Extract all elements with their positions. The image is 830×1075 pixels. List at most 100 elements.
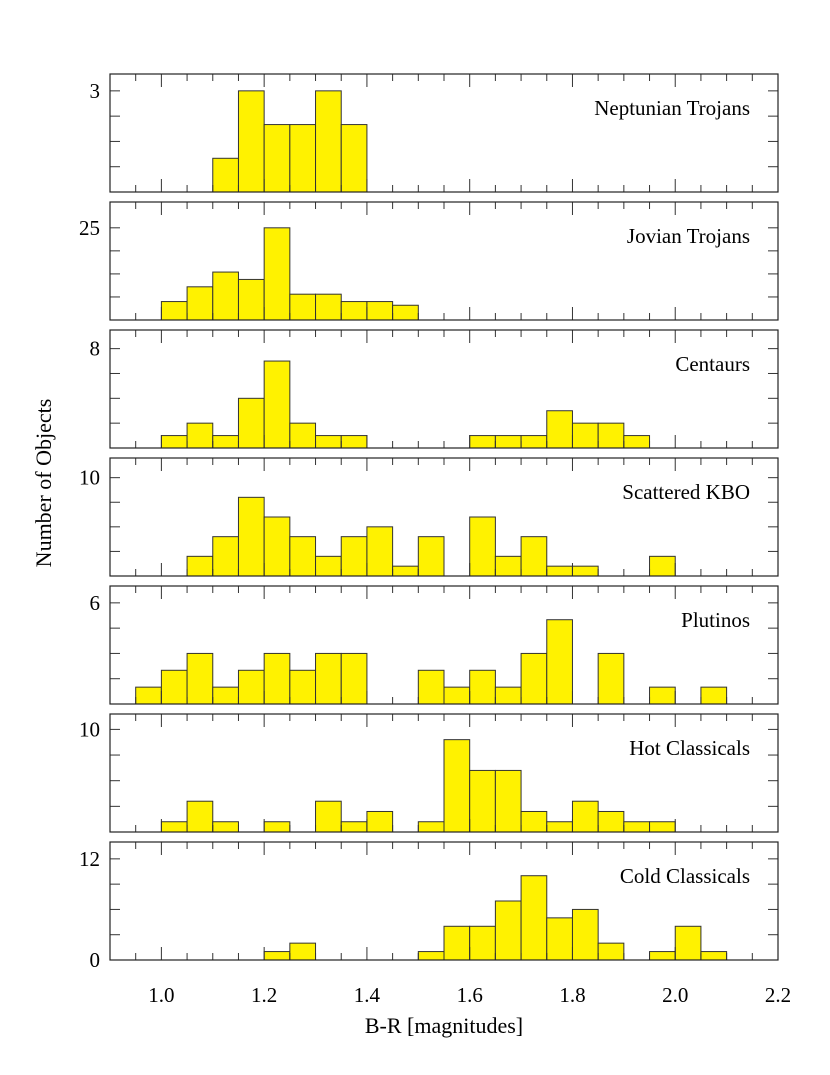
y-tick-label: 25 bbox=[79, 216, 100, 240]
panel-centaurs: 8 Centaurs bbox=[90, 329, 779, 449]
y-tick-label: 6 bbox=[90, 591, 101, 615]
bar bbox=[469, 925, 496, 961]
bar bbox=[212, 686, 239, 705]
panel-label: Plutinos bbox=[681, 608, 750, 632]
bar bbox=[289, 669, 317, 705]
y-tick-label: 10 bbox=[79, 717, 100, 741]
bar bbox=[315, 293, 342, 321]
bar bbox=[186, 652, 214, 705]
bar bbox=[700, 951, 728, 961]
bar bbox=[237, 90, 265, 193]
bar bbox=[212, 157, 239, 193]
bar bbox=[160, 669, 188, 705]
panel-label: Hot Classicals bbox=[629, 736, 750, 760]
bar bbox=[494, 900, 522, 961]
x-tick-label: 1.6 bbox=[457, 983, 483, 1007]
bar bbox=[649, 821, 676, 833]
bar bbox=[160, 435, 188, 449]
bar bbox=[571, 422, 599, 449]
bar bbox=[315, 800, 342, 833]
bar bbox=[520, 810, 548, 833]
panel-frame bbox=[109, 841, 779, 961]
bar bbox=[237, 397, 265, 449]
bar bbox=[366, 301, 394, 321]
y-tick-label: 12 bbox=[79, 847, 100, 871]
y-tick-label: 3 bbox=[90, 79, 101, 103]
panel-hot-classicals: 10 Hot Classicals bbox=[79, 713, 779, 833]
bar bbox=[494, 435, 522, 449]
bar bbox=[263, 821, 291, 833]
bar bbox=[392, 565, 419, 577]
bar bbox=[571, 800, 599, 833]
bar bbox=[392, 304, 419, 321]
bar bbox=[366, 810, 394, 833]
panel-frame bbox=[109, 329, 779, 449]
bar bbox=[649, 951, 676, 961]
bar bbox=[186, 555, 214, 577]
bar bbox=[674, 925, 702, 961]
bar bbox=[289, 942, 317, 961]
bar bbox=[700, 686, 728, 705]
bar bbox=[469, 769, 496, 833]
panel-jovian-trojans: 25 Jovian Trojans bbox=[79, 201, 779, 321]
bar bbox=[135, 686, 162, 705]
panel-label: Scattered KBO bbox=[622, 480, 750, 504]
x-tick-label: 1.4 bbox=[354, 983, 381, 1007]
bar bbox=[520, 536, 548, 577]
bar bbox=[623, 821, 651, 833]
x-tick-label: 1.2 bbox=[251, 983, 277, 1007]
bar bbox=[186, 286, 214, 321]
bar bbox=[597, 810, 625, 833]
y-axis-label: Number of Objects bbox=[31, 399, 56, 568]
x-tick-label: 1.8 bbox=[559, 983, 585, 1007]
bar bbox=[263, 516, 291, 577]
bar bbox=[186, 422, 214, 449]
bar bbox=[546, 410, 573, 449]
bar bbox=[315, 90, 342, 193]
panel-scattered-kbo: 10 Scattered KBO bbox=[79, 457, 779, 577]
y-tick-label: 10 bbox=[79, 466, 100, 490]
bar bbox=[649, 686, 676, 705]
y-tick-label: 8 bbox=[90, 337, 101, 361]
bar bbox=[520, 652, 548, 705]
bar bbox=[315, 435, 342, 449]
bar bbox=[494, 686, 522, 705]
bar bbox=[340, 124, 368, 193]
x-tick-labels: 1.0 1.2 1.4 1.6 1.8 2.0 2.2 bbox=[148, 983, 791, 1007]
y-tick-label: 0 bbox=[90, 948, 101, 972]
bar bbox=[160, 301, 188, 321]
panels-group: 3 Neptunian Trojans 25 Jovian Trojans 8 Centa… bbox=[79, 73, 779, 972]
bar bbox=[443, 686, 471, 705]
panel-neptunian-trojans: 3 Neptunian Trojans bbox=[90, 73, 779, 193]
bar bbox=[623, 435, 651, 449]
bar bbox=[417, 669, 445, 705]
panel-frame bbox=[109, 713, 779, 833]
bar bbox=[597, 422, 625, 449]
x-tick-label: 2.2 bbox=[765, 983, 791, 1007]
bar bbox=[340, 536, 368, 577]
bar bbox=[597, 942, 625, 961]
x-axis-label: B-R [magnitudes] bbox=[365, 1013, 523, 1038]
bar bbox=[340, 435, 368, 449]
panel-frame bbox=[109, 457, 779, 577]
bar bbox=[289, 124, 317, 193]
bar bbox=[520, 875, 548, 961]
bar bbox=[443, 739, 471, 833]
bar bbox=[649, 555, 676, 577]
panel-frame bbox=[109, 585, 779, 705]
bar bbox=[263, 124, 291, 193]
bar bbox=[366, 526, 394, 577]
bar bbox=[263, 951, 291, 961]
bar bbox=[340, 821, 368, 833]
bar bbox=[469, 669, 496, 705]
panel-label: Cold Classicals bbox=[620, 864, 750, 888]
panel-label: Jovian Trojans bbox=[627, 224, 750, 248]
bar bbox=[443, 925, 471, 961]
bar bbox=[289, 293, 317, 321]
bar bbox=[237, 278, 265, 321]
bar bbox=[597, 652, 625, 705]
bar bbox=[494, 555, 522, 577]
panel-plutinos: 6 Plutinos bbox=[90, 585, 779, 705]
bar bbox=[571, 565, 599, 577]
bar bbox=[160, 821, 188, 833]
